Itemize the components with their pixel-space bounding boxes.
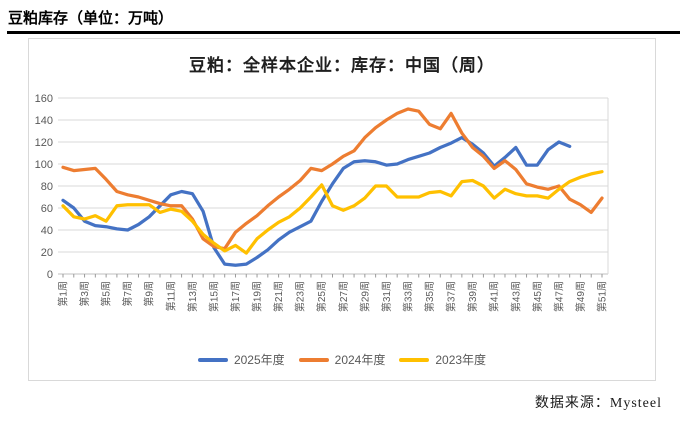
series-line-2024年度 (61, 107, 604, 251)
y-tick-label: 140 (35, 115, 53, 127)
x-tick-label: 第41周 (488, 281, 501, 312)
chart-frame: 豆粕：全样本企业：库存：中国（周） 0 20 40 60 80 100 120 140 160 第… (28, 38, 656, 381)
x-tick-label: 第13周 (186, 281, 199, 312)
x-tick-label: 第47周 (552, 281, 565, 312)
title-divider (7, 31, 680, 34)
y-tick-label: 60 (41, 203, 53, 215)
x-tick-label: 第27周 (337, 281, 350, 312)
x-tick-label: 第31周 (380, 281, 393, 312)
y-tick-label: 100 (35, 159, 53, 171)
y-tick-label: 120 (35, 137, 53, 149)
legend-swatch-2025 (197, 357, 228, 362)
x-tick-label: 第43周 (509, 281, 522, 312)
x-tick-label: 第7周 (121, 281, 134, 307)
x-tick-label: 第25周 (315, 281, 328, 312)
x-tick-label: 第9周 (143, 281, 156, 307)
x-tick-label: 第11周 (164, 281, 177, 311)
x-tick-label: 第39周 (466, 281, 479, 312)
legend-item-2025: 2025年度 (197, 351, 285, 368)
chart-legend: 2025年度 2024年度 2023年度 (29, 351, 655, 368)
x-tick-label: 第35周 (423, 281, 436, 312)
x-tick-label: 第5周 (100, 281, 113, 307)
x-tick-label: 第51周 (596, 281, 609, 312)
legend-item-2024: 2024年度 (298, 351, 386, 368)
y-tick-label: 20 (41, 247, 53, 259)
x-tick-label: 第45周 (531, 281, 544, 312)
x-tick-label: 第29周 (358, 281, 371, 312)
report-title: 豆粕库存（单位：万吨） (8, 10, 174, 27)
x-tick-label: 第17周 (229, 281, 242, 312)
legend-label-2024: 2024年度 (334, 353, 386, 367)
y-tick-label: 0 (47, 269, 53, 281)
x-tick-label: 第15周 (207, 281, 220, 312)
legend-label-2025: 2025年度 (233, 353, 285, 367)
series-line-2023年度 (61, 170, 604, 255)
x-tick-label: 第1周 (57, 281, 70, 307)
x-tick-label: 第33周 (401, 281, 414, 312)
x-tick-label: 第19周 (251, 281, 264, 312)
y-tick-label: 160 (35, 93, 53, 105)
series-line-2025年度 (61, 135, 572, 267)
chart-title: 豆粕：全样本企业：库存：中国（周） (189, 56, 495, 75)
data-source-note: 数据来源：Mysteel (534, 396, 662, 411)
y-tick-label: 40 (41, 225, 53, 237)
x-tick-label: 第23周 (294, 281, 307, 312)
chart-plot: 0 20 40 60 80 100 120 140 160 第1周 第3周 第5周 第7周 第9周 第11周… (35, 93, 609, 312)
x-tick-label: 第49周 (574, 281, 587, 312)
x-tick-label: 第3周 (78, 281, 91, 307)
x-tick-label: 第37周 (445, 281, 458, 312)
legend-swatch-2024 (298, 357, 329, 362)
legend-swatch-2023 (399, 357, 430, 362)
x-tick-label: 第21周 (272, 281, 285, 312)
y-tick-label: 80 (41, 181, 53, 193)
legend-item-2023: 2023年度 (399, 351, 486, 368)
legend-label-2023: 2023年度 (435, 353, 487, 367)
